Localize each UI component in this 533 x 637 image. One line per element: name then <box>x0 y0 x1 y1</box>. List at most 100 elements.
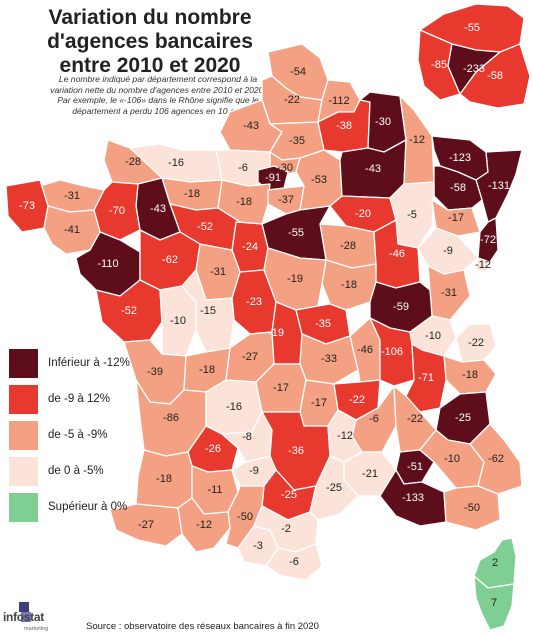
value-label-cantal: -17 <box>311 397 327 409</box>
value-label-bouches-du-rhone: -133 <box>402 492 424 504</box>
value-label-cotes-darmor: -31 <box>64 190 80 202</box>
legend-label: de -9 à 12% <box>48 393 111 405</box>
value-label-vendee: -52 <box>121 305 137 317</box>
logo-text: infostat <box>3 610 44 624</box>
value-label-saone-et-loire: -59 <box>393 301 409 313</box>
value-label-aube: -20 <box>355 208 371 220</box>
map-title: Variation du nombre d'agences bancaires … <box>0 6 300 78</box>
value-label-pas-de-calais: -22 <box>284 94 300 106</box>
value-label-drome: -22 <box>407 413 423 425</box>
legend-item-red: de -9 à 12% <box>8 381 130 417</box>
subtitle-line-2: variation nette du nombre d'agences entr… <box>50 84 266 95</box>
value-label-haut-rhin: -72 <box>480 234 496 246</box>
value-label-nievre: -18 <box>341 279 357 291</box>
source-note: Source : observatoire des réseaux bancai… <box>86 621 319 632</box>
legend-item-dark: Inférieur à -12% <box>8 345 130 381</box>
value-label-savoie: -18 <box>462 369 478 381</box>
subtitle-line-1: Le nombre indiqué par département corres… <box>58 74 258 84</box>
value-label-haute-saone: -17 <box>448 212 464 224</box>
legend-item-pale: de 0 à -5% <box>8 453 130 489</box>
department-var <box>443 485 501 531</box>
value-label-manche: -16 <box>168 157 184 169</box>
value-label-haute-loire: -22 <box>349 394 365 406</box>
value-label-lozere: -12 <box>337 430 353 442</box>
department-vienne <box>181 269 235 353</box>
value-label-seine-maritime: -6 <box>238 162 248 174</box>
value-label-vienne: -15 <box>200 305 216 317</box>
value-label-yonne: -28 <box>340 240 356 252</box>
value-label-ille-et-vilaine: -70 <box>109 205 125 217</box>
value-label-loire-atlantique: -110 <box>97 258 118 270</box>
department-hautes-pyrenees <box>177 497 231 553</box>
legend-swatch-green <box>8 491 39 523</box>
legend-swatch-salmon <box>8 419 39 451</box>
value-label-hauts-de-seine: -85 <box>431 59 447 71</box>
value-label-doubs: -9 <box>443 245 453 257</box>
value-label-ardeche: -6 <box>369 413 379 425</box>
value-label-loir-et-cher: -24 <box>242 241 258 253</box>
value-label-gironde: -86 <box>163 412 179 424</box>
value-label-gard: -21 <box>362 468 378 480</box>
department-corse-du-sud <box>473 575 515 631</box>
value-label-eure-et-loir: -18 <box>236 196 252 208</box>
value-label-loire: -46 <box>357 344 373 356</box>
department-savoie <box>443 355 497 395</box>
legend-item-salmon: de -5 à -9% <box>8 417 130 453</box>
value-label-ariege: -3 <box>253 540 263 552</box>
value-label-puy-de-dome: -33 <box>321 353 337 365</box>
value-label-moselle: -123 <box>449 152 471 164</box>
value-label-vosges: -58 <box>450 182 466 194</box>
title-line-2: d'agences bancaires <box>47 30 253 53</box>
value-label-finistere: -73 <box>19 200 35 212</box>
value-label-isere: -71 <box>418 372 434 384</box>
value-label-paris: -233 <box>463 63 485 75</box>
value-label-dordogne: -16 <box>226 401 242 413</box>
value-label-oise: -35 <box>289 135 305 147</box>
title-line-1: Variation du nombre <box>48 6 252 29</box>
value-label-gers: -11 <box>207 484 222 496</box>
value-label-val-doise: -55 <box>464 22 480 34</box>
value-label-orne: -18 <box>184 188 200 200</box>
value-label-landes: -18 <box>156 473 172 485</box>
value-label-rhone: -106 <box>381 346 403 358</box>
title-line-3: entre 2010 et 2020 <box>59 54 241 77</box>
value-label-allier: -35 <box>315 318 331 330</box>
value-label-pyrenees-orientales: -6 <box>289 556 299 568</box>
value-label-mayenne: -43 <box>150 203 166 215</box>
department-herault <box>309 455 359 521</box>
legend-swatch-red <box>8 383 39 415</box>
value-label-ardennes: -38 <box>336 120 352 132</box>
value-label-alpes-de-haute-provence: -10 <box>444 453 460 465</box>
value-label-calvados: -28 <box>125 156 141 168</box>
value-label-correze: -17 <box>273 382 289 394</box>
value-label-tarn-et-garonne: -9 <box>249 465 259 477</box>
value-label-maine-et-loire: -62 <box>162 254 178 266</box>
map-subtitle: Le nombre indiqué par département corres… <box>8 74 308 116</box>
value-label-herault: -25 <box>326 482 342 494</box>
value-labels: -54-22-43-112-35-6-16-28-18-30-91-18 -37-… <box>19 22 510 609</box>
department-territoire-de-belfort <box>475 257 491 273</box>
infostat-logo-icon <box>19 602 31 622</box>
value-label-somme: -43 <box>243 120 259 132</box>
value-label-indre-et-loire: -31 <box>210 266 226 278</box>
legend-swatch-dark <box>8 347 39 379</box>
subtitle-line-4: département a perdu 106 agences en 10 an… <box>72 105 244 116</box>
value-label-bas-rhin: -131 <box>488 180 510 192</box>
value-label-aisne: -112 <box>328 95 349 107</box>
value-label-vaucluse: -51 <box>407 461 423 473</box>
value-label-haute-savoie: -22 <box>468 337 484 349</box>
value-label-meurthe-et-moselle: -12 <box>409 134 425 146</box>
legend-item-green: Supérieur à 0% <box>8 489 130 525</box>
value-label-haute-corse: 2 <box>492 557 498 569</box>
value-label-pyrenees-atlantiques: -27 <box>138 519 154 531</box>
value-label-lot-et-garonne: -26 <box>205 443 221 455</box>
value-label-meuse: -30 <box>375 116 391 128</box>
value-label-haute-marne: -5 <box>407 209 417 221</box>
value-label-jura: -31 <box>441 287 457 299</box>
value-label-indre: -23 <box>246 296 262 308</box>
value-label-nord: -54 <box>290 66 306 78</box>
department-pyrenees-orientales <box>265 543 323 581</box>
department-pyrenees-atlantiques <box>109 503 183 547</box>
value-label-corse-du-sud: 7 <box>491 597 497 609</box>
